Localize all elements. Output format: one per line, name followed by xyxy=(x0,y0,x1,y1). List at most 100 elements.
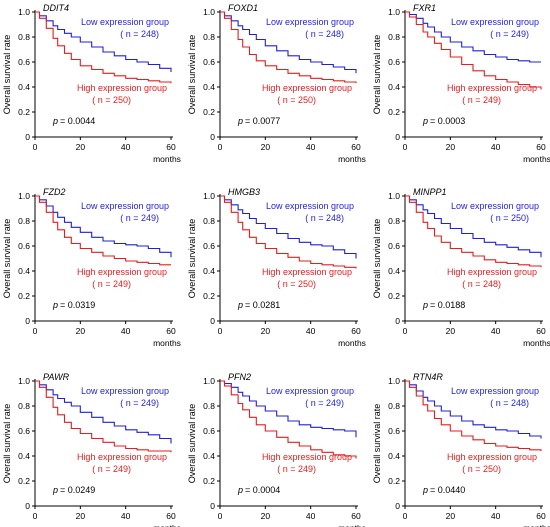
high-expression-curve xyxy=(405,11,542,90)
high-group-label: High expression group xyxy=(447,452,537,462)
p-symbol: p xyxy=(237,300,243,310)
y-tick-label: 0.2 xyxy=(18,107,30,117)
x-tick-label: 0 xyxy=(33,511,38,521)
x-tick-label: 20 xyxy=(446,142,456,152)
x-tick-label: 40 xyxy=(121,326,131,336)
high-group-label: High expression group xyxy=(77,267,167,277)
y-tick-label: 0.6 xyxy=(18,426,30,436)
gene-title: RTN4R xyxy=(413,372,443,382)
y-tick-label: 0.4 xyxy=(203,266,215,276)
high-expression-curve xyxy=(35,11,172,84)
y-tick-label: 1.0 xyxy=(388,191,400,201)
x-tick-label: 40 xyxy=(306,326,316,336)
high-group-n: ( n = 249) xyxy=(92,279,131,289)
p-value: = 0.0188 xyxy=(430,300,465,310)
y-tick-label: 0.6 xyxy=(18,57,30,67)
y-tick-label: 1.0 xyxy=(388,376,400,386)
y-tick-label: 0 xyxy=(395,501,400,511)
p-symbol: p xyxy=(237,116,243,126)
y-tick-label: 0.8 xyxy=(388,216,400,226)
x-tick-label: 40 xyxy=(491,142,501,152)
p-value: = 0.0281 xyxy=(245,300,280,310)
x-tick-label: 0 xyxy=(403,326,408,336)
y-tick-label: 0.8 xyxy=(203,32,215,42)
high-group-n: ( n = 250) xyxy=(462,464,501,474)
y-tick-label: 0.2 xyxy=(203,291,215,301)
y-axis-label: Overall survival rate xyxy=(2,404,12,484)
y-tick-label: 0.6 xyxy=(388,426,400,436)
y-tick-label: 0.2 xyxy=(203,476,215,486)
y-tick-label: 0.2 xyxy=(18,476,30,486)
survival-panel-fxr1: 0 0.2 0.4 0.6 0.8 1.0 0 20 40 60 Overall survival … xyxy=(372,3,550,164)
high-expression-curve xyxy=(405,195,542,268)
x-tick-label: 0 xyxy=(218,142,223,152)
high-group-label: High expression group xyxy=(262,83,352,93)
p-symbol: p xyxy=(237,485,243,495)
y-tick-label: 1.0 xyxy=(203,376,215,386)
y-tick-label: 0 xyxy=(210,132,215,142)
y-tick-label: 0.6 xyxy=(18,241,30,251)
y-tick-label: 0.2 xyxy=(18,291,30,301)
low-group-label: Low expression group xyxy=(266,201,354,211)
x-tick-label: 20 xyxy=(261,511,271,521)
high-expression-curve xyxy=(35,195,171,266)
x-tick-label: 40 xyxy=(306,142,316,152)
y-tick-label: 0 xyxy=(210,501,215,511)
p-value: = 0.0004 xyxy=(245,485,280,495)
high-group-n: ( n = 249) xyxy=(462,95,501,105)
y-tick-label: 0.8 xyxy=(18,401,30,411)
x-axis-label: months xyxy=(338,338,366,348)
low-expression-curve xyxy=(405,195,542,258)
y-tick-label: 0.4 xyxy=(203,451,215,461)
low-group-n: ( n = 248) xyxy=(305,213,344,223)
y-tick-label: 0.2 xyxy=(388,291,400,301)
x-axis-label: months xyxy=(338,523,366,527)
low-expression-curve xyxy=(35,380,172,444)
y-tick-label: 0.4 xyxy=(18,451,30,461)
y-tick-label: 0.4 xyxy=(388,451,400,461)
y-tick-label: 0.6 xyxy=(203,241,215,251)
y-tick-label: 0.2 xyxy=(388,107,400,117)
x-axis-label: months xyxy=(338,154,366,164)
y-axis-label: Overall survival rate xyxy=(2,35,12,115)
x-axis-label: months xyxy=(523,523,550,527)
x-tick-label: 0 xyxy=(218,511,223,521)
low-group-label: Low expression group xyxy=(81,386,169,396)
y-tick-label: 0.8 xyxy=(18,32,30,42)
high-expression-curve xyxy=(35,380,172,453)
y-tick-label: 0 xyxy=(25,316,30,326)
x-tick-label: 20 xyxy=(76,326,86,336)
low-group-label: Low expression group xyxy=(451,201,539,211)
low-group-n: ( n = 249) xyxy=(305,398,344,408)
low-expression-curve xyxy=(220,195,357,259)
p-value: = 0.0440 xyxy=(430,485,465,495)
p-symbol: p xyxy=(422,116,428,126)
y-tick-label: 0 xyxy=(25,132,30,142)
low-group-n: ( n = 250) xyxy=(490,213,529,223)
survival-panel-fzd2: 0 0.2 0.4 0.6 0.8 1.0 0 20 40 60 Overall survival … xyxy=(2,187,181,348)
survival-panel-pawr: 0 0.2 0.4 0.6 0.8 1.0 0 20 40 60 Overall survival … xyxy=(2,372,181,527)
low-group-label: Low expression group xyxy=(266,386,354,396)
x-axis-label: months xyxy=(153,523,181,527)
gene-title: HMGB3 xyxy=(228,187,260,197)
high-group-n: ( n = 250) xyxy=(277,95,316,105)
gene-title: FOXD1 xyxy=(228,3,258,13)
high-group-label: High expression group xyxy=(447,267,537,277)
survival-panel-rtn4r: 0 0.2 0.4 0.6 0.8 1.0 0 20 40 60 Overall survival … xyxy=(372,372,550,527)
high-group-label: High expression group xyxy=(262,267,352,277)
low-group-n: ( n = 249) xyxy=(120,398,159,408)
high-group-label: High expression group xyxy=(77,83,167,93)
low-group-n: ( n = 248) xyxy=(305,29,344,39)
x-tick-label: 60 xyxy=(166,511,176,521)
y-tick-label: 1.0 xyxy=(18,191,30,201)
survival-panel-ddit4: 0 0.2 0.4 0.6 0.8 1.0 0 20 40 60 Overall survival … xyxy=(2,3,181,164)
x-tick-label: 20 xyxy=(76,511,86,521)
high-group-n: ( n = 249) xyxy=(92,464,131,474)
gene-title: DDIT4 xyxy=(43,3,69,13)
x-tick-label: 60 xyxy=(351,326,361,336)
x-tick-label: 0 xyxy=(218,326,223,336)
x-axis-label: months xyxy=(523,154,550,164)
x-axis-label: months xyxy=(153,338,181,348)
p-value: = 0.0003 xyxy=(430,116,465,126)
